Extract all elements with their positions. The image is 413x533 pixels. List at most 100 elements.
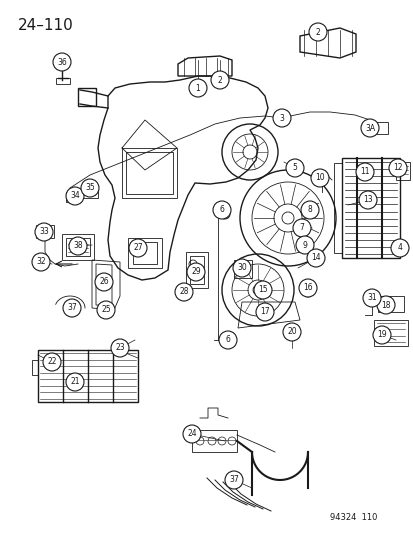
Bar bbox=[133, 242, 157, 264]
Text: 24–110: 24–110 bbox=[18, 18, 74, 33]
Circle shape bbox=[390, 239, 408, 257]
Bar bbox=[377, 296, 403, 312]
Text: 32: 32 bbox=[36, 257, 46, 266]
Circle shape bbox=[376, 296, 394, 314]
Bar bbox=[190, 256, 204, 284]
Circle shape bbox=[295, 236, 313, 254]
Text: 94324  110: 94324 110 bbox=[329, 513, 377, 522]
Circle shape bbox=[175, 283, 192, 301]
Circle shape bbox=[300, 201, 318, 219]
Text: 37: 37 bbox=[228, 475, 238, 484]
Text: 6: 6 bbox=[219, 206, 224, 214]
Circle shape bbox=[66, 373, 84, 391]
Bar bbox=[66, 238, 90, 256]
Text: 37: 37 bbox=[67, 303, 77, 312]
Text: 31: 31 bbox=[366, 294, 376, 303]
Bar bbox=[62, 234, 94, 260]
Text: 27: 27 bbox=[133, 244, 142, 253]
Bar bbox=[122, 148, 177, 198]
Circle shape bbox=[355, 163, 373, 181]
Text: 7: 7 bbox=[299, 223, 304, 232]
Text: 24: 24 bbox=[187, 430, 196, 439]
Bar bbox=[128, 238, 161, 268]
Text: 11: 11 bbox=[359, 167, 369, 176]
Text: 2: 2 bbox=[315, 28, 320, 36]
Circle shape bbox=[292, 219, 310, 237]
Text: 35: 35 bbox=[85, 183, 95, 192]
Circle shape bbox=[306, 249, 324, 267]
Text: 30: 30 bbox=[237, 263, 246, 272]
Circle shape bbox=[372, 326, 390, 344]
Circle shape bbox=[212, 201, 230, 219]
Circle shape bbox=[66, 187, 84, 205]
Text: 6: 6 bbox=[225, 335, 230, 344]
Text: 12: 12 bbox=[392, 164, 402, 173]
Text: 28: 28 bbox=[179, 287, 188, 296]
Bar bbox=[82, 186, 98, 198]
Text: 2: 2 bbox=[217, 76, 222, 85]
Circle shape bbox=[81, 179, 99, 197]
Text: 4: 4 bbox=[396, 244, 401, 253]
Circle shape bbox=[32, 253, 50, 271]
Circle shape bbox=[63, 299, 81, 317]
Circle shape bbox=[388, 159, 406, 177]
Circle shape bbox=[285, 159, 303, 177]
Circle shape bbox=[95, 273, 113, 291]
Circle shape bbox=[282, 323, 300, 341]
Bar bbox=[192, 430, 236, 452]
Circle shape bbox=[233, 259, 250, 277]
Text: 19: 19 bbox=[376, 330, 386, 340]
Circle shape bbox=[255, 303, 273, 321]
Circle shape bbox=[43, 353, 61, 371]
Text: 33: 33 bbox=[39, 228, 49, 237]
Text: 25: 25 bbox=[101, 305, 111, 314]
Circle shape bbox=[69, 237, 87, 255]
Circle shape bbox=[183, 425, 201, 443]
Circle shape bbox=[310, 169, 328, 187]
Circle shape bbox=[218, 331, 236, 349]
Text: 18: 18 bbox=[380, 301, 390, 310]
Text: 36: 36 bbox=[57, 58, 67, 67]
Text: 10: 10 bbox=[314, 174, 324, 182]
Text: 9: 9 bbox=[302, 240, 307, 249]
Circle shape bbox=[308, 23, 326, 41]
Bar bbox=[373, 320, 407, 346]
Text: 1: 1 bbox=[195, 84, 200, 93]
Bar bbox=[56, 78, 70, 84]
Text: 8: 8 bbox=[307, 206, 312, 214]
Text: 15: 15 bbox=[258, 286, 267, 295]
Bar bbox=[367, 122, 387, 134]
Text: 13: 13 bbox=[362, 196, 372, 205]
Circle shape bbox=[362, 289, 380, 307]
Circle shape bbox=[272, 109, 290, 127]
Circle shape bbox=[111, 339, 129, 357]
Text: 16: 16 bbox=[302, 284, 312, 293]
Text: 3A: 3A bbox=[364, 124, 374, 133]
Text: 38: 38 bbox=[73, 241, 83, 251]
Text: 29: 29 bbox=[191, 268, 200, 277]
Text: 26: 26 bbox=[99, 278, 109, 287]
Bar bbox=[333, 163, 341, 253]
Text: 5: 5 bbox=[292, 164, 297, 173]
Bar bbox=[38, 350, 138, 402]
Circle shape bbox=[97, 301, 115, 319]
Bar bbox=[185, 252, 207, 288]
Text: 21: 21 bbox=[70, 377, 80, 386]
Text: 20: 20 bbox=[287, 327, 296, 336]
Bar bbox=[66, 192, 80, 202]
Bar bbox=[78, 88, 96, 106]
Circle shape bbox=[360, 119, 378, 137]
Circle shape bbox=[254, 281, 271, 299]
Circle shape bbox=[129, 239, 147, 257]
Bar bbox=[36, 225, 54, 238]
Circle shape bbox=[224, 471, 242, 489]
Bar bbox=[126, 152, 173, 194]
Circle shape bbox=[53, 53, 71, 71]
Text: 17: 17 bbox=[259, 308, 269, 317]
Circle shape bbox=[187, 263, 204, 281]
Circle shape bbox=[298, 279, 316, 297]
Bar bbox=[395, 162, 409, 180]
Text: 22: 22 bbox=[47, 358, 57, 367]
Text: 14: 14 bbox=[311, 254, 320, 262]
Circle shape bbox=[211, 71, 228, 89]
